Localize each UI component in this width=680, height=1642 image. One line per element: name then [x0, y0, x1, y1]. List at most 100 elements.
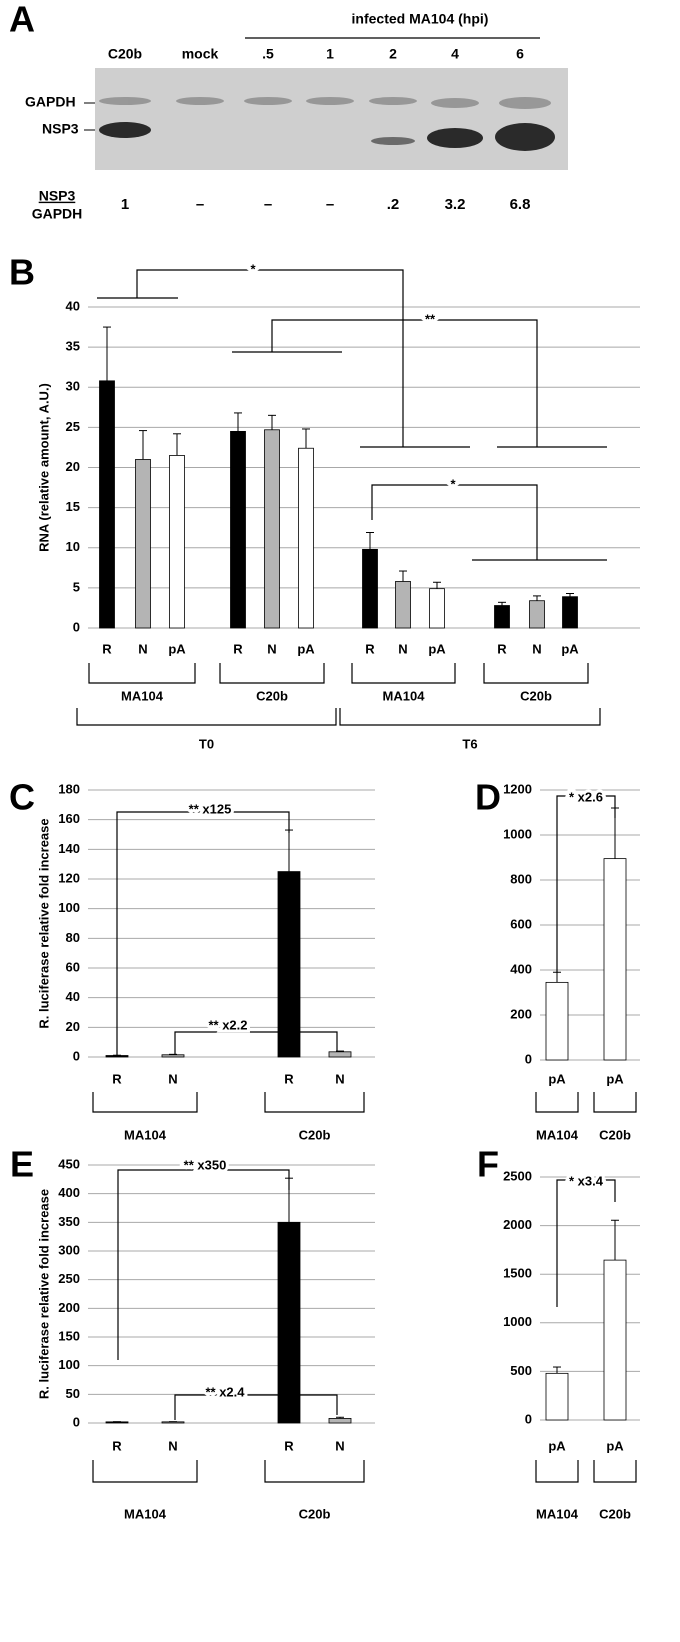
significance-bracket — [174, 1031, 338, 1055]
group-bracket — [483, 663, 589, 684]
y-tick-label: 100 — [58, 900, 80, 915]
y-axis-label: RNA (relative amount, A.U.) — [36, 383, 51, 552]
group-bracket — [76, 708, 337, 726]
y-tick-label: 200 — [58, 1300, 80, 1315]
significance-label: ** x125 — [189, 801, 232, 816]
group-label: C20b — [599, 1506, 631, 1521]
y-tick-label: 0 — [73, 1048, 80, 1063]
y-tick-label: 60 — [66, 959, 80, 974]
group-bracket — [264, 1092, 365, 1113]
group-label: MA104 — [536, 1127, 579, 1142]
category-label: N — [267, 641, 276, 656]
group-label: MA104 — [124, 1127, 167, 1142]
y-tick-label: 500 — [510, 1363, 532, 1378]
lane-label: mock — [182, 46, 219, 62]
y-tick-label: 800 — [510, 871, 532, 886]
panel-letter: D — [475, 777, 501, 818]
lane-label: .5 — [262, 46, 274, 62]
y-tick-label: 0 — [73, 1414, 80, 1429]
category-label: N — [138, 641, 147, 656]
panel: C 0 20 40 60 80 100 120 140 160 180 R. luciferase r… — [9, 777, 375, 1142]
y-tick-label: 1500 — [503, 1266, 532, 1281]
group-label: MA104 — [383, 688, 426, 703]
group-label: C20b — [256, 688, 288, 703]
y-tick-label: 450 — [58, 1156, 80, 1171]
group-bracket — [264, 1460, 365, 1483]
y-tick-label: 35 — [66, 339, 80, 354]
y-tick-label: 100 — [58, 1357, 80, 1372]
ratio-value: – — [326, 196, 334, 213]
ratio-value: .2 — [387, 196, 400, 213]
significance-bracket — [371, 484, 607, 561]
group-label: MA104 — [121, 688, 164, 703]
bar — [562, 596, 578, 629]
significance-label: * x3.4 — [569, 1173, 604, 1188]
bar — [395, 581, 411, 629]
y-tick-label: 160 — [58, 811, 80, 826]
y-tick-label: 140 — [58, 841, 80, 856]
category-label: R — [284, 1438, 294, 1453]
category-label: pA — [548, 1438, 566, 1453]
category-label: pA — [606, 1438, 624, 1453]
category-label: pA — [168, 641, 186, 656]
bar — [135, 459, 151, 629]
category-label: pA — [548, 1071, 566, 1086]
group-label: C20b — [299, 1127, 331, 1142]
panel-letter: F — [477, 1144, 499, 1185]
y-tick-label: 40 — [66, 298, 80, 313]
significance-bracket — [174, 1394, 338, 1420]
bar — [545, 981, 569, 1061]
category-label: R — [233, 641, 243, 656]
y-axis-label: R. luciferase relative fold increase — [36, 818, 51, 1028]
y-tick-label: 1000 — [503, 826, 532, 841]
ratio-value: 3.2 — [445, 196, 466, 213]
ratio-denominator: GAPDH — [32, 206, 83, 222]
bar — [529, 600, 545, 629]
bar — [545, 1372, 569, 1421]
blot-header: infected MA104 (hpi) — [352, 11, 489, 27]
y-axis-label: R. luciferase relative fold increase — [36, 1189, 51, 1399]
category-label: N — [168, 1071, 177, 1086]
lane-label: 2 — [389, 46, 397, 62]
y-tick-label: 150 — [58, 1328, 80, 1343]
bar — [328, 1418, 352, 1424]
significance-label: ** — [425, 311, 436, 326]
lane-label: 4 — [451, 46, 459, 62]
bar — [328, 1051, 352, 1058]
significance-bracket — [116, 811, 290, 1055]
y-tick-label: 40 — [66, 989, 80, 1004]
group-label: T0 — [199, 736, 214, 751]
y-tick-label: 1200 — [503, 781, 532, 796]
y-tick-label: 250 — [58, 1271, 80, 1286]
category-label: R — [365, 641, 375, 656]
y-tick-label: 50 — [66, 1386, 80, 1401]
category-label: R — [284, 1071, 294, 1086]
y-tick-label: 400 — [510, 961, 532, 976]
lane-label: 6 — [516, 46, 524, 62]
panel: B 0 5 10 15 20 25 30 35 40 RNA (relative amount, A… — [9, 252, 640, 751]
panel-letter: A — [9, 0, 35, 40]
bar — [603, 858, 627, 1061]
y-tick-label: 20 — [66, 459, 80, 474]
panel: E 0 50 100 150 200 250 300 350 400 450 R. luciferas… — [10, 1144, 375, 1521]
panel-letter: B — [9, 252, 35, 293]
y-tick-label: 80 — [66, 930, 80, 945]
bar — [105, 1055, 129, 1058]
group-bracket — [351, 663, 456, 684]
y-tick-label: 0 — [525, 1411, 532, 1426]
bar — [277, 871, 301, 1058]
group-label: T6 — [462, 736, 477, 751]
y-tick-label: 15 — [66, 499, 80, 514]
ratio-value: – — [196, 196, 204, 213]
bar — [161, 1054, 185, 1058]
bar — [603, 1259, 627, 1421]
bar — [99, 380, 115, 629]
panel: D 0 200 400 600 800 1000 1200 pA MA104 pA C20b * x2.… — [475, 777, 640, 1142]
gapdh-bands — [99, 97, 551, 109]
category-label: N — [335, 1071, 344, 1086]
group-label: MA104 — [536, 1506, 579, 1521]
y-tick-label: 1000 — [503, 1314, 532, 1329]
panel-letter: E — [10, 1144, 34, 1185]
category-label: pA — [428, 641, 446, 656]
